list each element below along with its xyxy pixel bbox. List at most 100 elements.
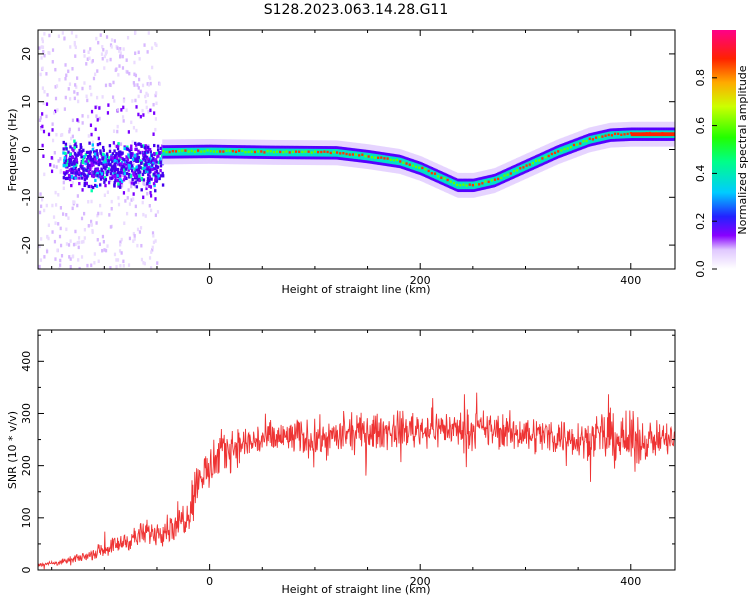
noise-cell (103, 248, 106, 252)
ridge-core (478, 183, 481, 186)
cluster-cell (64, 142, 68, 146)
ridge-core (181, 149, 184, 152)
cluster-cell (78, 176, 81, 180)
noise-cell (39, 116, 42, 120)
cluster-cell (106, 170, 109, 174)
noise-cell (128, 236, 132, 241)
noise-cell (91, 59, 95, 63)
cluster-cell (64, 159, 68, 163)
noise-cell (115, 154, 118, 158)
ridge-core (547, 154, 550, 158)
cluster-cell (151, 167, 154, 172)
noise-cell (146, 184, 149, 188)
cluster-cell (146, 157, 150, 161)
cluster-cell (131, 157, 135, 161)
noise-cell (97, 40, 100, 45)
ridge-core (424, 168, 427, 171)
noise-cell (145, 183, 148, 188)
noise-cell (139, 89, 142, 94)
cluster-cell (117, 182, 120, 186)
noise-cell (68, 142, 71, 147)
cluster-cell (134, 141, 137, 145)
noise-cell (110, 38, 114, 42)
cluster-cell (125, 172, 129, 176)
noise-cell (43, 208, 46, 213)
cluster-cell (112, 166, 115, 171)
cluster-cell (139, 166, 142, 170)
cluster-cell (148, 147, 152, 152)
noise-cell (59, 263, 62, 267)
noise-cell (134, 51, 137, 56)
noise-cell (144, 214, 147, 218)
ridge-core (503, 174, 506, 177)
cluster-cell (94, 183, 97, 188)
noise-cell (47, 236, 50, 241)
noise-cell (73, 200, 76, 205)
ridge-core (405, 162, 408, 165)
ridge-core (171, 149, 174, 153)
figure-title: S128.2023.063.14.28.G11 (264, 2, 449, 18)
ridge-core (594, 136, 598, 139)
noise-cell (150, 208, 153, 213)
ridge-core (411, 164, 414, 167)
noise-cell (114, 143, 117, 148)
noise-cell (111, 95, 115, 99)
noise-cell (40, 56, 43, 60)
noise-cell (42, 129, 46, 134)
noise-cell (71, 147, 74, 151)
noise-cell (152, 102, 155, 107)
noise-cell (120, 184, 124, 188)
noise-cell (83, 211, 86, 216)
ridge-mid (552, 150, 555, 158)
noise-cell (113, 99, 116, 103)
noise-cell (55, 132, 58, 137)
ridge-core (215, 150, 219, 153)
cluster-cell (105, 158, 109, 162)
ridge-core (430, 172, 433, 175)
ridge-mid (356, 151, 359, 160)
noise-cell (59, 133, 63, 138)
cluster-cell (62, 151, 65, 155)
ridge-core (610, 134, 613, 137)
noise-cell (140, 257, 144, 262)
cluster-cell (107, 159, 111, 163)
ridge-core (459, 184, 462, 187)
noise-cell (142, 113, 145, 117)
ridge-core (269, 150, 272, 153)
noise-cell (59, 243, 63, 248)
noise-cell (122, 264, 125, 268)
noise-cell (59, 226, 62, 231)
ridge-mid (382, 155, 384, 163)
noise-cell (51, 122, 54, 126)
ridge-mid (217, 147, 220, 156)
noise-cell (123, 221, 126, 225)
ridge-mid (375, 154, 378, 162)
noise-cell (41, 66, 44, 71)
cluster-cell (130, 181, 134, 185)
y-tick-label: -20 (20, 236, 33, 254)
cluster-cell (152, 159, 156, 163)
cluster-cell (159, 160, 162, 164)
cluster-cell (134, 154, 137, 158)
ridge-core (263, 151, 266, 154)
cluster-cell (113, 163, 116, 167)
ridge-mid (419, 164, 422, 173)
ridge-mid (255, 148, 258, 156)
ridge-mid (596, 134, 599, 142)
x-tick-label: 400 (620, 274, 641, 287)
noise-cell (149, 185, 153, 189)
ridge-mid (236, 147, 239, 156)
ridge-mid (609, 131, 612, 140)
ridge-core (566, 147, 569, 150)
ridge-mid (483, 179, 485, 187)
ridge-core (209, 149, 212, 153)
noise-cell (101, 95, 104, 99)
cluster-cell (65, 147, 68, 151)
cluster-cell (153, 151, 156, 156)
noise-cell (75, 34, 78, 39)
cluster-cell (72, 165, 75, 169)
cluster-cell (144, 148, 148, 152)
colorbar-tick-label: 0.2 (694, 212, 707, 230)
noise-cell (115, 258, 118, 262)
noise-cell (141, 150, 144, 155)
